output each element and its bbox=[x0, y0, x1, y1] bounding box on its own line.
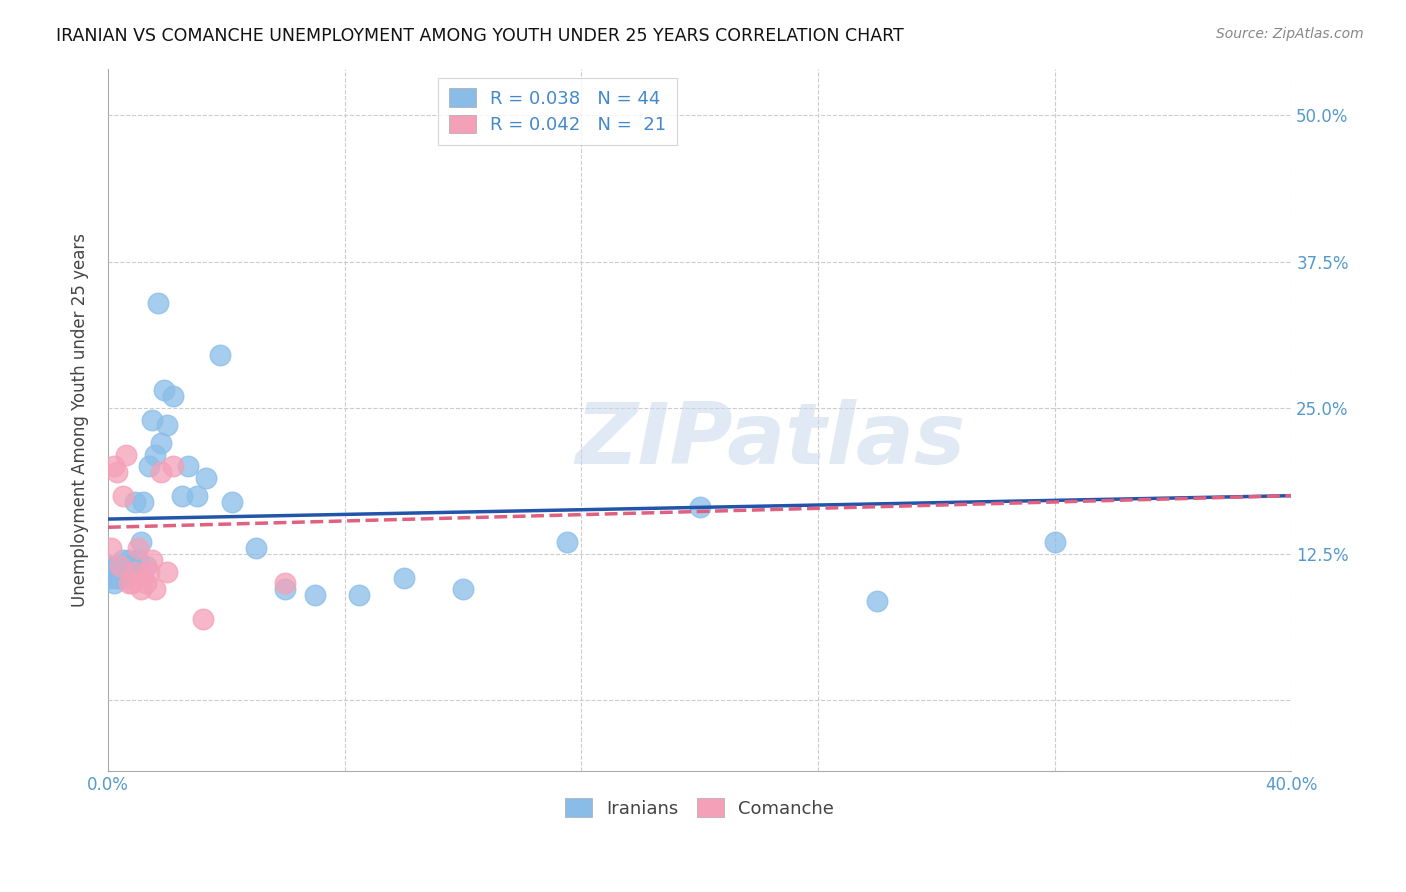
Point bbox=[108, 571, 131, 585]
Point bbox=[121, 576, 143, 591]
Legend: Iranians, Comanche: Iranians, Comanche bbox=[558, 791, 842, 825]
Point bbox=[118, 553, 141, 567]
Point bbox=[156, 565, 179, 579]
Point bbox=[105, 558, 128, 573]
Point bbox=[156, 418, 179, 433]
Point bbox=[114, 448, 136, 462]
Point bbox=[118, 576, 141, 591]
Point bbox=[689, 500, 711, 515]
Point bbox=[1043, 535, 1066, 549]
Point bbox=[108, 558, 131, 573]
Point bbox=[304, 588, 326, 602]
Point bbox=[135, 576, 157, 591]
Point bbox=[221, 494, 243, 508]
Point bbox=[124, 565, 146, 579]
Point bbox=[245, 541, 267, 556]
Point bbox=[274, 582, 297, 597]
Point bbox=[103, 565, 125, 579]
Point bbox=[555, 535, 578, 549]
Point bbox=[108, 558, 131, 573]
Point bbox=[100, 571, 122, 585]
Point bbox=[392, 571, 415, 585]
Point bbox=[111, 553, 134, 567]
Point bbox=[150, 436, 173, 450]
Point bbox=[141, 553, 163, 567]
Point bbox=[150, 465, 173, 479]
Point bbox=[111, 489, 134, 503]
Point bbox=[121, 558, 143, 573]
Point bbox=[138, 459, 160, 474]
Point bbox=[866, 594, 889, 608]
Point bbox=[451, 582, 474, 597]
Point bbox=[129, 535, 152, 549]
Point bbox=[141, 412, 163, 426]
Point bbox=[129, 582, 152, 597]
Text: Source: ZipAtlas.com: Source: ZipAtlas.com bbox=[1216, 27, 1364, 41]
Point bbox=[148, 295, 170, 310]
Point bbox=[118, 565, 141, 579]
Point bbox=[132, 494, 155, 508]
Point bbox=[114, 558, 136, 573]
Text: IRANIAN VS COMANCHE UNEMPLOYMENT AMONG YOUTH UNDER 25 YEARS CORRELATION CHART: IRANIAN VS COMANCHE UNEMPLOYMENT AMONG Y… bbox=[56, 27, 904, 45]
Text: ZIPatlas: ZIPatlas bbox=[575, 400, 966, 483]
Point bbox=[170, 489, 193, 503]
Point bbox=[103, 576, 125, 591]
Point bbox=[124, 494, 146, 508]
Point bbox=[209, 348, 232, 362]
Point bbox=[132, 571, 155, 585]
Point bbox=[143, 448, 166, 462]
Point bbox=[114, 571, 136, 585]
Point bbox=[194, 471, 217, 485]
Point bbox=[100, 558, 122, 573]
Point bbox=[186, 489, 208, 503]
Point bbox=[177, 459, 200, 474]
Point bbox=[138, 565, 160, 579]
Point bbox=[105, 465, 128, 479]
Point bbox=[162, 389, 184, 403]
Point bbox=[103, 459, 125, 474]
Point bbox=[162, 459, 184, 474]
Point bbox=[127, 541, 149, 556]
Point bbox=[100, 541, 122, 556]
Point bbox=[349, 588, 371, 602]
Point bbox=[135, 558, 157, 573]
Point bbox=[191, 611, 214, 625]
Y-axis label: Unemployment Among Youth under 25 years: Unemployment Among Youth under 25 years bbox=[72, 233, 89, 607]
Point bbox=[111, 565, 134, 579]
Point bbox=[105, 571, 128, 585]
Point bbox=[153, 384, 176, 398]
Point bbox=[274, 576, 297, 591]
Point bbox=[127, 553, 149, 567]
Point bbox=[143, 582, 166, 597]
